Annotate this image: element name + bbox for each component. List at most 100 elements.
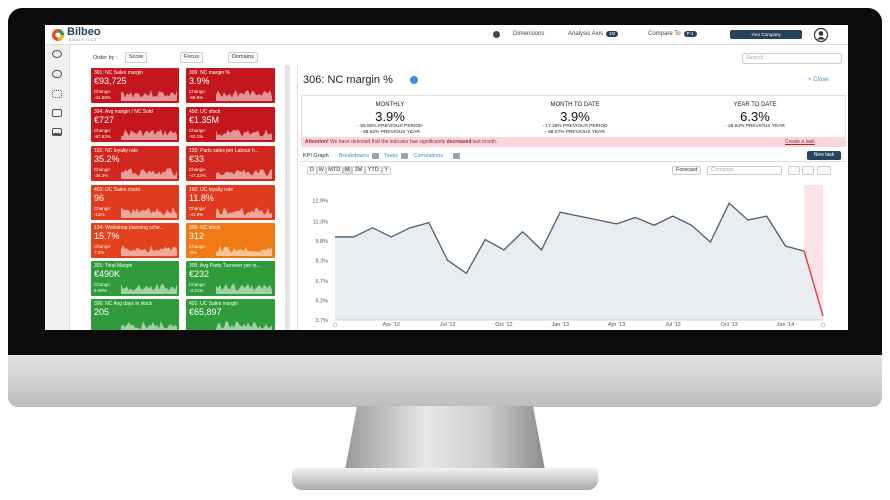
change-label: Change:	[189, 128, 207, 133]
tile-value: 312	[189, 231, 205, 241]
x-tick-label: Oct '13	[721, 322, 738, 328]
score-select[interactable]: Score	[125, 52, 148, 63]
sparkline-area	[216, 129, 272, 140]
chart-type-button[interactable]	[788, 166, 800, 175]
domains-button[interactable]: Domains	[228, 52, 258, 63]
range-button[interactable]: M	[342, 166, 352, 175]
kpi-tile[interactable]: 300: NC stock 312 Change: -5%	[186, 223, 275, 258]
search-input[interactable]: Search	[742, 53, 842, 64]
sparkline-area	[121, 90, 177, 101]
range-button[interactable]: YTD	[365, 166, 382, 175]
scrollbar[interactable]	[285, 65, 290, 330]
kpi-label: YEAR TO DATE	[733, 102, 777, 108]
kpi-tile[interactable]: 120: Parts sales per Labour h... €33 Chang…	[186, 146, 275, 181]
kpi-tile[interactable]: 306: NC Avg days in stock 205	[91, 299, 179, 330]
alert-text: last month.	[472, 139, 498, 145]
company-button[interactable]: Your Company	[730, 30, 802, 39]
nav-compare[interactable]: Compare To P-1	[648, 31, 697, 37]
tab[interactable]: Correlations	[413, 153, 444, 159]
order-by: Order by :	[93, 55, 118, 61]
tile-change: -52.1%	[189, 134, 204, 139]
sparkline-area	[121, 207, 177, 218]
close-link[interactable]: × Close	[808, 77, 829, 83]
new-task[interactable]: New task	[807, 151, 841, 160]
panel-title: 306: NC margin %	[303, 74, 393, 86]
export-button[interactable]	[817, 166, 831, 175]
kpi-tile[interactable]: 394: Avg margin / NC Sold €727 Change: -57.…	[91, 107, 179, 142]
kpi-tile[interactable]: 134: Workshop planning sche... 15.7% Chang…	[91, 223, 179, 258]
tile-title: 120: Parts sales per Labour h...	[189, 148, 259, 154]
tile-title: 450: UC stock	[189, 109, 221, 115]
range-button[interactable]: 3M	[352, 166, 365, 175]
sparkline-area	[121, 168, 177, 179]
kpi-tile[interactable]: 301: Total Margin €490K Change: 6.09%	[91, 261, 179, 296]
change-label: Change:	[189, 167, 207, 172]
x-tick-label: Jan '13	[551, 322, 569, 328]
nav-dimensions[interactable]: Dimensions	[513, 31, 545, 37]
tile-value: €93,725	[94, 76, 127, 86]
kpi-tile[interactable]: 401: UC Sales margin €65,897	[186, 299, 275, 330]
y-tick-label: 11.3%	[313, 219, 328, 225]
nav-icon[interactable]	[52, 90, 62, 98]
help-icon[interactable]	[493, 31, 500, 38]
divider	[297, 65, 298, 330]
kpi-tile[interactable]: 450: UC stock €1.35M Change: -52.1%	[186, 107, 275, 142]
tab[interactable]: Tasks	[383, 153, 398, 159]
sparkline	[216, 321, 272, 330]
nav-icon[interactable]	[52, 70, 62, 78]
kpi-tile[interactable]: 301: NC Sales margin €93,725 Change: -41.88…	[91, 68, 179, 103]
info-icon[interactable]	[410, 76, 418, 84]
sparkline	[121, 168, 177, 179]
nav-analysis-axis[interactable]: Analysis Axis 1M	[568, 31, 619, 37]
change-label: Change:	[94, 128, 112, 133]
monitor-base	[292, 468, 598, 490]
tab[interactable]: KPI Graph	[303, 153, 329, 159]
logo-sub: ANALYTICS	[69, 38, 98, 42]
kpi-tile[interactable]: 305: Avg Parts Turnover per in... €232 Cha…	[186, 261, 275, 296]
nav-icon[interactable]	[52, 109, 62, 117]
sparkline	[121, 129, 177, 140]
tab[interactable]: Breakdowns	[338, 153, 370, 159]
tile-title: 401: UC Sales margin	[189, 301, 238, 307]
kpi-tile[interactable]: 306: NC margin % 3.9% Change: -55.6%	[186, 68, 275, 103]
tile-title: 306: NC Avg days in stock	[94, 301, 153, 307]
tile-change: -55.6%	[189, 95, 204, 100]
nav-icon[interactable]	[52, 50, 62, 58]
avatar[interactable]	[813, 27, 829, 43]
kpi-label: MONTHLY	[375, 102, 405, 108]
kpi-tile[interactable]: 403: UC Sales count 96 Change: -12%	[91, 185, 179, 220]
sparkline-area	[216, 283, 272, 294]
kpi-change: - 45.64% PREVIOUS YEAR	[725, 124, 785, 129]
range-button[interactable]: W	[316, 166, 326, 175]
tile-value: €232	[189, 269, 210, 279]
nav-icon[interactable]	[52, 128, 62, 136]
range-button[interactable]: D	[307, 166, 317, 175]
tile-title: 301: NC Sales margin	[94, 70, 143, 76]
range-button[interactable]: Y	[381, 166, 391, 175]
forecast-button[interactable]: Forecast	[672, 166, 702, 175]
alert-strong: Attention!	[305, 139, 329, 145]
tile-value: €33	[189, 154, 205, 164]
change-label: Change:	[189, 206, 207, 211]
range-button[interactable]: MTD	[326, 166, 343, 175]
change-label: Change:	[189, 244, 207, 249]
kpi-tile[interactable]: 101: NC loyalty rate 35.2% Change: -34.3%	[91, 146, 179, 181]
sparkline-area	[121, 129, 177, 140]
tile-change: -41.88%	[94, 95, 111, 100]
tile-value: €727	[94, 115, 115, 125]
compare-input[interactable]: Compare	[707, 166, 782, 175]
line	[335, 202, 805, 275]
create-task[interactable]: Create a task	[785, 139, 815, 145]
chart: 12.9% 11.3% 9.8% 8.3% 6.7% 5.2% 3.7% Apr '12 Jul…	[312, 185, 826, 328]
chart-type-button[interactable]	[802, 166, 814, 175]
kpi: MONTH TO DATE 3.9% - 17.25% PREVIOUS PERIO…	[490, 102, 660, 135]
x-tick-label: Jan '14	[777, 322, 795, 328]
logo: Bilbeo	[67, 26, 101, 38]
sparkline	[216, 283, 272, 294]
change-label: Change:	[94, 282, 112, 287]
monitor-stand	[345, 406, 545, 470]
focus-button[interactable]: Focus	[180, 52, 203, 63]
tile-value: 3.9%	[189, 76, 210, 86]
y-tick-label: 3.7%	[315, 318, 328, 324]
kpi-tile[interactable]: 160: UC loyalty rate 11.8% Change: -41.9%	[186, 185, 275, 220]
